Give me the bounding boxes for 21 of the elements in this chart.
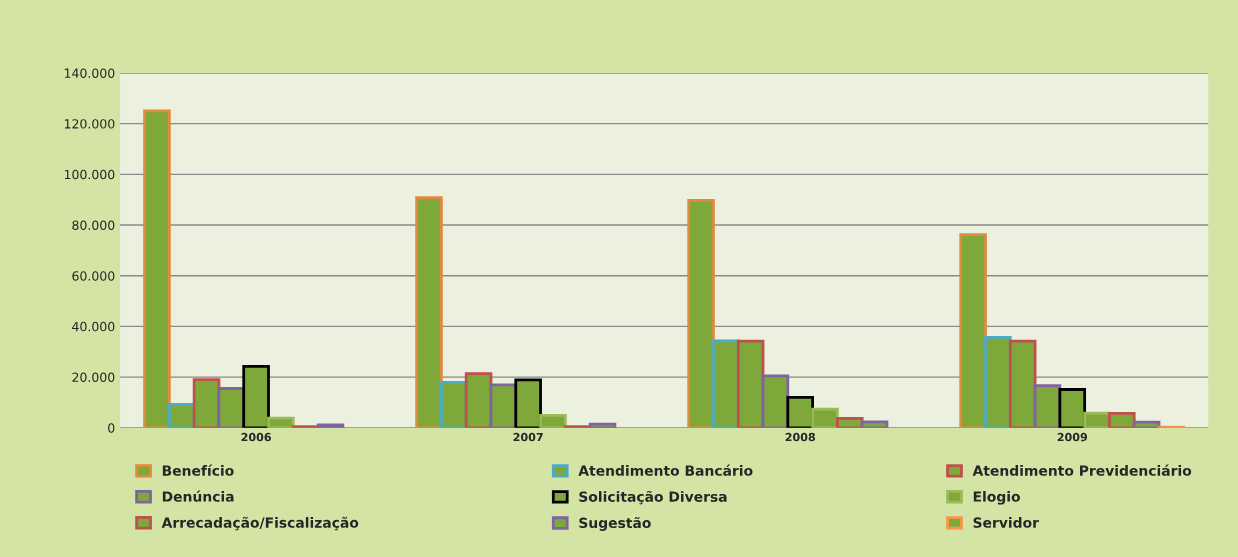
legend-label: Servidor [973, 517, 1039, 528]
legend-label: Atendimento Previdenciário [972, 464, 1192, 476]
x-tick-label: 2007 [513, 432, 543, 442]
y-tick-label: 60.000 [72, 271, 115, 281]
y-tick-label: 120.000 [64, 119, 115, 129]
y-tick-label: 80.000 [72, 220, 115, 230]
x-tick-label: 2009 [1057, 432, 1088, 442]
legend-label: Solicitação Diversa [579, 490, 727, 505]
legend-label: Denúncia [162, 490, 234, 502]
legend-label: Benefício [162, 464, 234, 476]
y-tick-label: 140.000 [64, 68, 115, 78]
y-tick-label: 20.000 [72, 372, 115, 383]
legend-label: Sugestão [579, 517, 651, 531]
legend-label: Elogio [973, 491, 1020, 505]
x-tick-label: 2008 [785, 432, 815, 442]
legend-label: Atendimento Bancário [578, 464, 753, 476]
legend-label: Arrecadação/Fiscalização [161, 516, 359, 531]
y-tick-label: 40.000 [72, 321, 115, 332]
y-tick-label: 0 [108, 423, 115, 433]
x-tick-label: 2006 [241, 432, 271, 442]
y-tick-label: 100.000 [64, 169, 115, 180]
